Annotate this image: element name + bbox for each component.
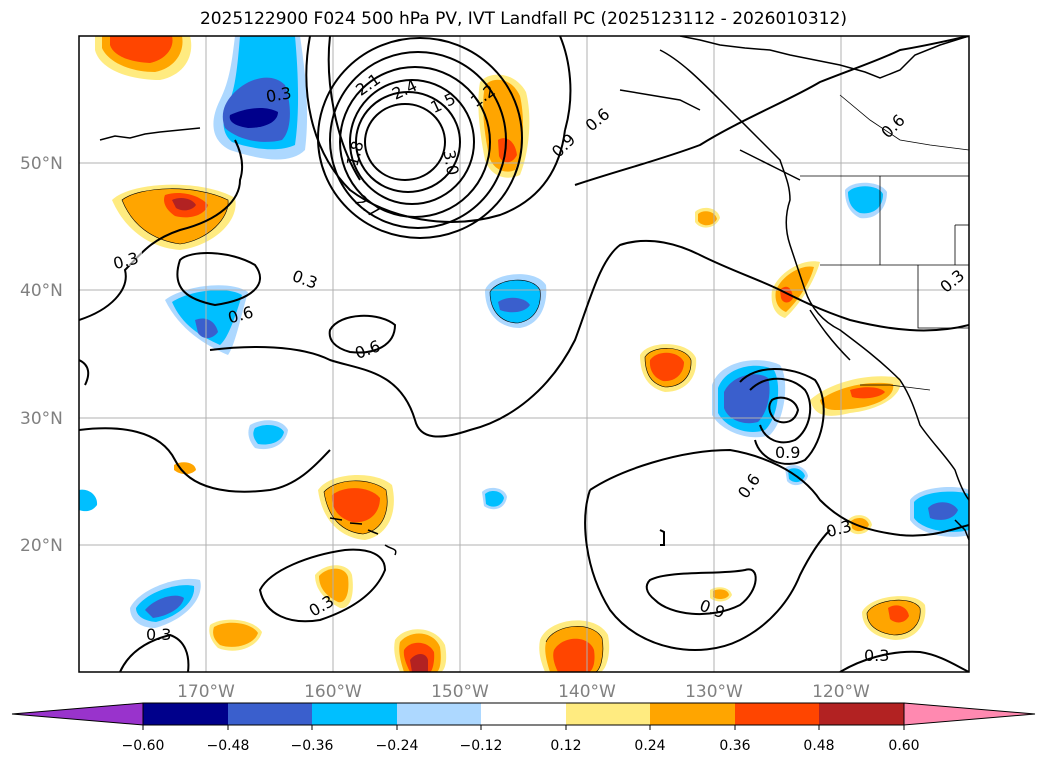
colorbar-tick-label: 0.12 [550,738,581,754]
longitude-labels: 170°W 160°W 150°W 140°W 130°W 120°W [177,682,870,702]
pv-contours [79,36,969,672]
contour-labels: 0.3 0.3 0.3 0.3 0.3 0.3 0.3 0.3 0.6 0.6 … [111,69,968,665]
colorbar-segment [735,703,819,725]
contour-label: 0.3 [146,625,171,644]
colorbar-tick-label: −0.12 [460,738,503,754]
lat-label-50: 50°N [20,154,63,174]
colorbar-extend-min [11,702,144,726]
contour-label: 0.6 [352,336,382,363]
contour-label: 0.3 [824,516,854,541]
colorbar-tick-label: 0.48 [803,738,834,754]
contour-label: 0.3 [290,266,320,293]
colorbar-tick-label: −0.60 [122,738,165,754]
contour-label: 0.6 [734,470,764,502]
contour-label: 1.8 [343,139,368,169]
lat-label-30: 30°N [20,409,63,429]
colorbar-tick-label: −0.36 [291,738,334,754]
colorbar: −0.60 −0.48 −0.36 −0.24 −0.12 0.12 0.24 … [11,702,1036,754]
contour-label: 0.3 [264,83,292,106]
map-frame [78,35,970,673]
borders [800,94,969,391]
contour-label: 0.3 [936,266,968,297]
contour-label: 3.0 [439,148,462,176]
colorbar-tick-label: 0.60 [888,738,919,754]
colorbar-segment [650,703,735,725]
colorbar-segment [312,703,397,725]
colorbar-tick-label: 0.36 [719,738,750,754]
hawaii-islands [329,517,397,556]
coastlines [99,36,969,541]
colorbar-segment [228,703,312,725]
contour-label: 0.9 [775,443,800,462]
colorbar-extend-max [903,702,1036,726]
lat-label-40: 40°N [20,281,63,301]
map-title: 2025122900 F024 500 hPa PV, IVT Landfall… [199,9,847,29]
contour-label: 0.3 [864,646,889,665]
latitude-labels: 50°N 40°N 30°N 20°N [20,154,63,556]
colorbar-segment [566,703,650,725]
lon-label-150w: 150°W [431,682,489,702]
colorbar-tick-label: −0.24 [376,738,419,754]
gridlines [79,36,969,672]
colorbar-tick-label: −0.48 [207,738,250,754]
colorbar-tick-label: 0.24 [634,738,665,754]
lon-label-120w: 120°W [812,682,870,702]
lon-label-170w: 170°W [177,682,235,702]
anomaly-shading [79,36,969,672]
lon-label-130w: 130°W [685,682,743,702]
colorbar-segment [481,703,566,725]
lon-label-140w: 140°W [558,682,616,702]
contour-label: 0.6 [582,104,614,135]
contour-label: 0.6 [877,111,908,142]
colorbar-segment [143,703,228,725]
lat-label-20: 20°N [20,536,63,556]
colorbar-segment [819,703,904,725]
contour-label: 0.9 [548,130,579,161]
ivt-outlines [121,188,921,672]
colorbar-segment [397,703,481,725]
lon-label-160w: 160°W [304,682,362,702]
